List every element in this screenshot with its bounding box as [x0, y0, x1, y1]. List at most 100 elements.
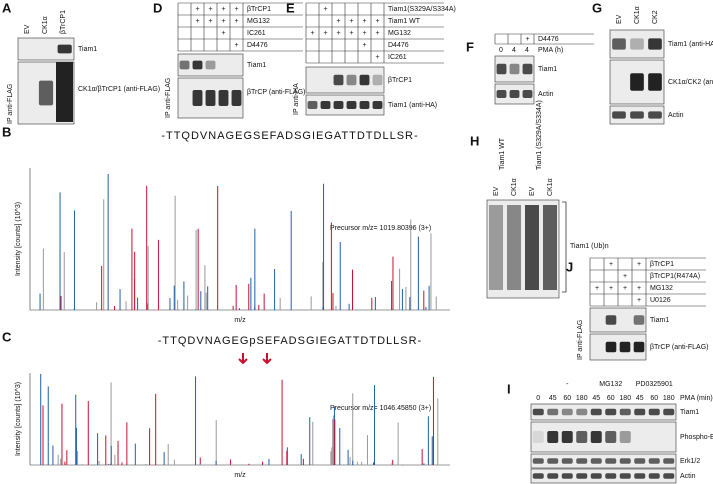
band-label: Actin	[538, 91, 554, 98]
sequence: -TTQDVNAGEGpSEFADSGIEGATTDTDLLSR-	[158, 335, 422, 347]
mark: +	[234, 6, 238, 13]
band-label: Tiam1	[650, 317, 669, 324]
band	[633, 341, 645, 353]
mark: +	[362, 42, 366, 49]
lane-title: PMA (h)	[538, 47, 563, 54]
group-label: Tiam1 (S329A/S334A)	[536, 100, 543, 170]
panel-label: B	[2, 124, 11, 139]
lane-label: 180	[619, 395, 631, 402]
band	[231, 90, 242, 106]
band	[496, 90, 507, 98]
band	[612, 38, 626, 50]
panel-label: E	[286, 0, 295, 15]
panel-label: I	[507, 381, 511, 396]
band	[619, 408, 631, 416]
row-label: MG132	[247, 18, 270, 25]
band	[633, 315, 645, 325]
band	[561, 458, 573, 464]
lane-label: 60	[563, 395, 571, 402]
blot	[530, 403, 677, 421]
smear	[525, 205, 539, 290]
arrow	[262, 353, 272, 365]
band	[619, 473, 631, 479]
band-label: Tiam1	[538, 66, 557, 73]
row-label: D4476	[247, 42, 268, 49]
band	[333, 74, 344, 86]
row-label: βTrCP1	[247, 6, 271, 13]
panel-label: C	[2, 329, 12, 344]
band	[320, 101, 331, 109]
band-label: βTrCP1	[388, 77, 412, 84]
lane-label: CK2	[652, 10, 659, 24]
mark: +	[623, 273, 627, 280]
mark: +	[310, 30, 314, 37]
blot	[177, 53, 244, 77]
band	[532, 431, 544, 443]
band	[605, 341, 617, 353]
band	[630, 38, 644, 50]
smear	[489, 205, 503, 290]
band	[522, 63, 533, 75]
blot	[530, 468, 677, 484]
mark: +	[195, 18, 199, 25]
band	[605, 473, 617, 479]
lane-label: 45	[549, 395, 557, 402]
band	[576, 408, 588, 416]
y-axis-label: Intensity [counts] (10^3)	[15, 202, 22, 276]
smear	[543, 205, 557, 290]
band-label: Tiam1	[247, 62, 266, 69]
lane-label: EV	[616, 14, 623, 24]
precursor: Precursor m/z= 1046.45850 (3+)	[330, 405, 431, 412]
mark: +	[623, 285, 627, 292]
lane-label: 0	[536, 395, 540, 402]
band-label: Tiam1 (anti-HA)	[388, 102, 437, 109]
row-label: MG132	[650, 285, 673, 292]
band	[634, 408, 646, 416]
band	[612, 111, 626, 119]
mark: +	[195, 6, 199, 13]
precursor: Precursor m/z= 1019.80396 (3+)	[330, 225, 431, 232]
lane-label: βTrCP1	[60, 10, 67, 34]
ip-label: IP anti-FLAG	[165, 78, 172, 118]
panel-label: D	[153, 0, 162, 15]
mark: +	[336, 30, 340, 37]
band	[619, 458, 631, 464]
x-axis-label: m/z	[234, 317, 246, 324]
lane-label: 0	[499, 47, 503, 54]
lane-label: EV	[493, 186, 500, 196]
band	[648, 73, 662, 91]
row-label: U0126	[650, 297, 671, 304]
panel-label: J	[566, 259, 573, 274]
band-label: βTrCP (anti-FLAG)	[247, 89, 305, 96]
blot	[17, 37, 75, 61]
row-label: βTrCP1(R474A)	[650, 273, 700, 280]
blot	[530, 453, 677, 469]
band	[372, 74, 383, 86]
band	[590, 431, 602, 443]
band	[630, 73, 644, 91]
band	[547, 408, 559, 416]
band	[561, 408, 573, 416]
panel-label: A	[2, 0, 12, 15]
band-label: Tiam1	[680, 409, 699, 416]
lane-label: 45	[592, 395, 600, 402]
row-label: Tiam1(S329A/S334A)	[388, 6, 456, 13]
panel-label: G	[592, 0, 602, 15]
lane-label: 4	[525, 47, 529, 54]
band	[590, 458, 602, 464]
row-label: D4476	[538, 36, 559, 43]
group-label: PD0325901	[636, 381, 673, 388]
band	[561, 431, 573, 443]
smear	[507, 205, 521, 290]
lane-label: 180	[663, 395, 675, 402]
band	[663, 473, 675, 479]
mark: +	[637, 285, 641, 292]
band	[372, 101, 383, 109]
band	[205, 60, 216, 70]
mark: +	[323, 30, 327, 37]
band	[663, 458, 675, 464]
band	[307, 101, 318, 109]
band	[359, 74, 370, 86]
sequence: -TTQDVNAGEGSEFADSGIEGATTDTDLLSR-	[161, 130, 418, 142]
band-label: Phospho-Erk1/2 (Thr202/Tyr204)	[680, 434, 713, 441]
